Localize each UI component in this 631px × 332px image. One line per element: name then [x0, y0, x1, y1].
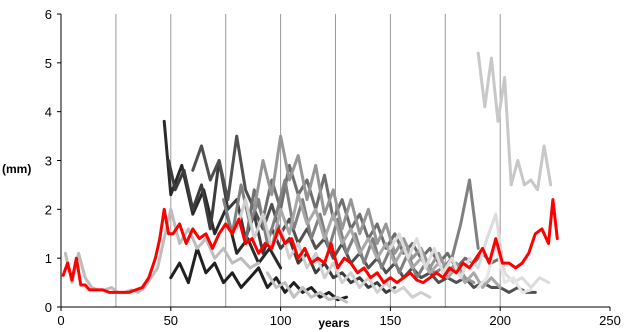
series-line — [476, 51, 553, 192]
series-line — [63, 207, 261, 294]
x-tick-label: 0 — [57, 313, 64, 328]
y-tick-label: 2 — [45, 202, 52, 217]
series-line — [476, 242, 533, 294]
x-tick-label: 250 — [599, 313, 621, 328]
x-tick-label: 50 — [164, 313, 178, 328]
series-line — [265, 271, 348, 304]
mean-series-line — [61, 198, 559, 294]
y-tick-label: 5 — [45, 56, 52, 71]
y-tick-label: 3 — [45, 154, 52, 169]
tick-labels: 0 1 2 3 4 5 6 0 50 100 150 200 250 — [45, 7, 621, 328]
x-tick-label: 200 — [489, 313, 511, 328]
series-line — [167, 159, 397, 294]
x-tick-label: 150 — [380, 313, 402, 328]
series-line — [235, 198, 432, 299]
y-tick-label: 1 — [45, 251, 52, 266]
y-tick-label: 0 — [45, 300, 52, 315]
series-line — [388, 212, 550, 289]
y-tick-label: 4 — [45, 105, 52, 120]
chart-series — [61, 51, 559, 304]
chart-axes — [57, 13, 611, 311]
y-tick-label: 6 — [45, 7, 52, 22]
x-axis-label: years — [318, 316, 350, 330]
series-line — [162, 119, 283, 270]
y-axis-label: (mm) — [2, 162, 31, 176]
x-tick-label: 100 — [270, 313, 292, 328]
vertical-gridlines — [115, 14, 501, 307]
